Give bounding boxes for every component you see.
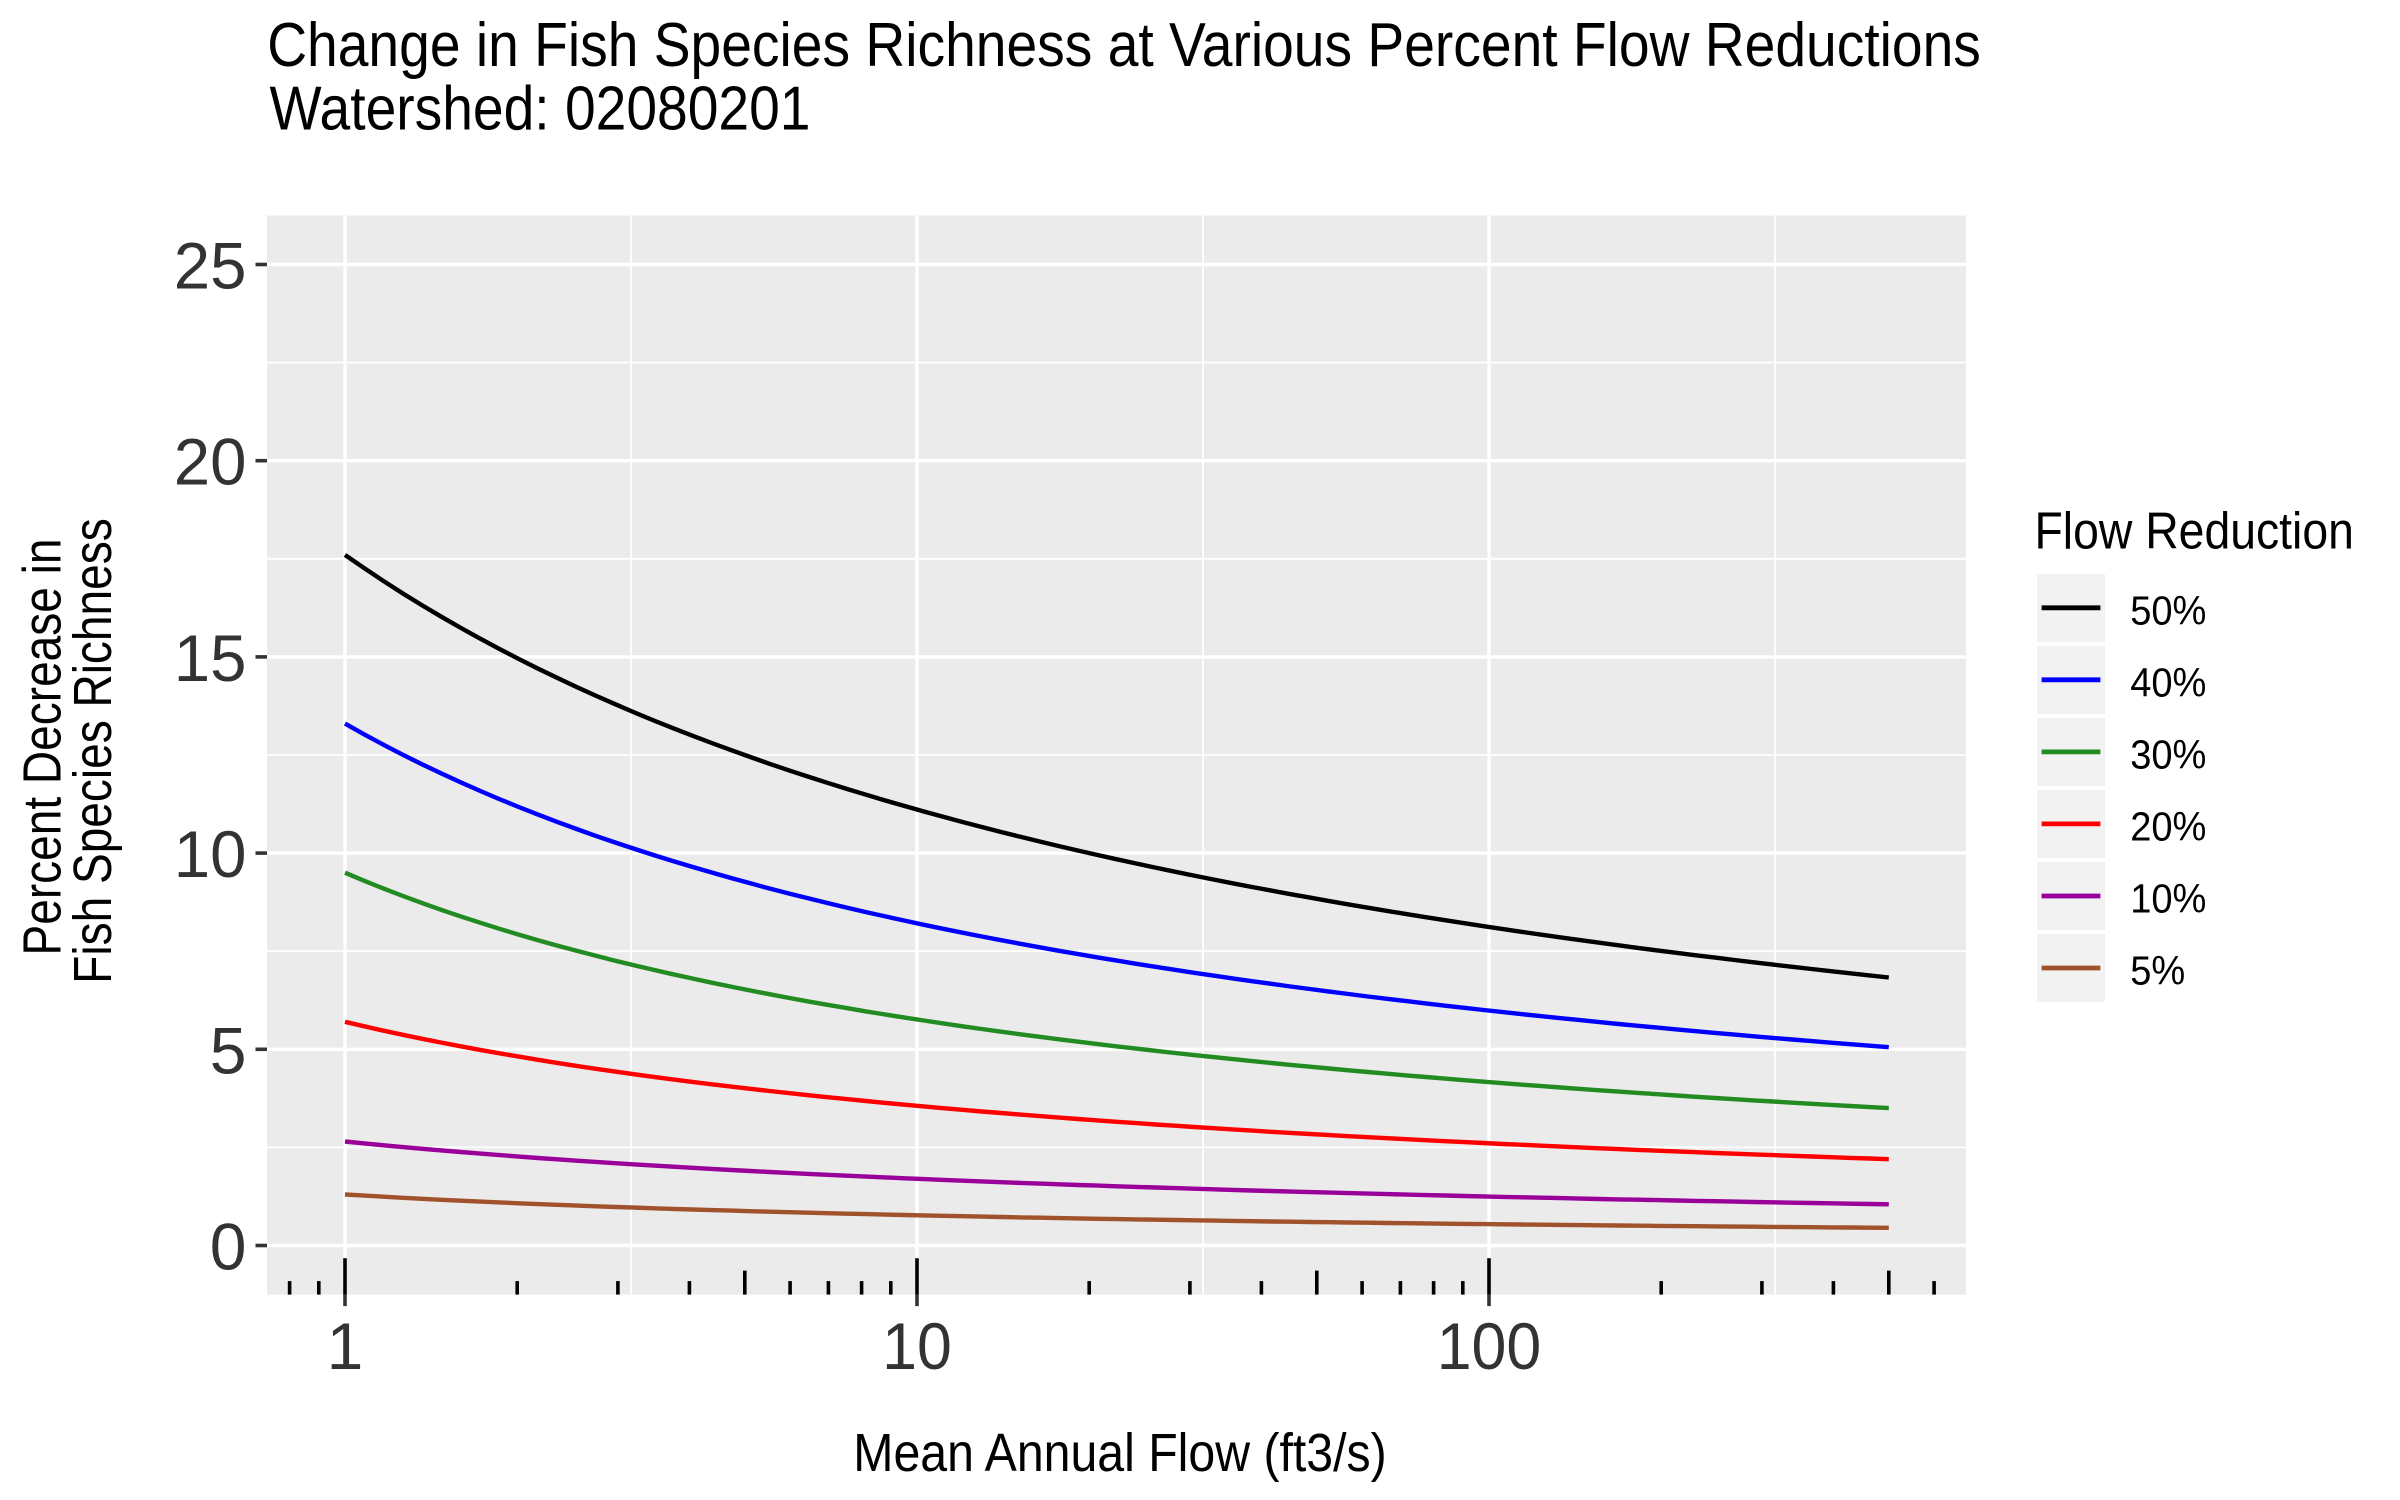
svg-text:Flow Reduction: Flow Reduction — [2035, 501, 2354, 559]
svg-text:1: 1 — [327, 1309, 364, 1383]
svg-text:100: 100 — [1437, 1309, 1542, 1383]
svg-text:20%: 20% — [2130, 803, 2206, 849]
svg-text:15: 15 — [174, 621, 247, 695]
svg-text:30%: 30% — [2130, 731, 2206, 777]
svg-text:25: 25 — [174, 229, 247, 303]
svg-text:10: 10 — [882, 1309, 952, 1383]
svg-text:5: 5 — [210, 1013, 247, 1087]
svg-text:Watershed: 02080201: Watershed: 02080201 — [270, 74, 811, 144]
svg-text:10: 10 — [174, 817, 247, 891]
svg-text:50%: 50% — [2130, 587, 2206, 633]
svg-text:40%: 40% — [2130, 659, 2206, 705]
svg-text:Percent Decrease in: Percent Decrease in — [13, 539, 72, 956]
svg-text:Fish Species Richness: Fish Species Richness — [64, 518, 123, 983]
svg-text:Mean Annual Flow (ft3/s): Mean Annual Flow (ft3/s) — [853, 1424, 1386, 1483]
svg-text:Change in Fish Species Richnes: Change in Fish Species Richness at Vario… — [267, 10, 1981, 80]
svg-text:20: 20 — [174, 425, 247, 499]
svg-text:0: 0 — [210, 1210, 247, 1284]
svg-text:5%: 5% — [2130, 948, 2185, 994]
svg-text:10%: 10% — [2130, 876, 2206, 922]
